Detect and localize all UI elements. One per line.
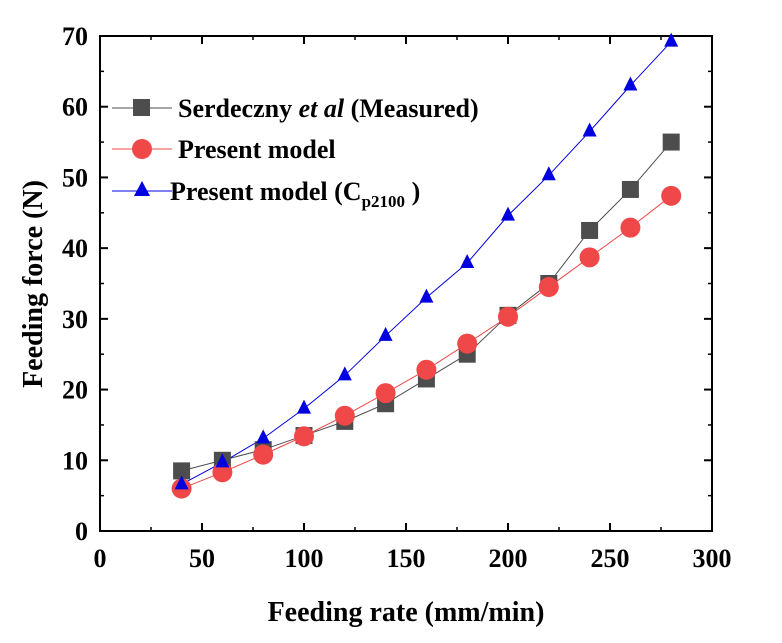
x-tick-label: 300 (693, 544, 732, 573)
series-markers (171, 32, 682, 499)
data-point-cp (623, 76, 638, 91)
y-tick-label: 70 (62, 22, 88, 51)
y-tick-label: 60 (62, 93, 88, 122)
data-point-measured (581, 221, 599, 239)
data-point-model (538, 277, 559, 298)
x-tick-label: 200 (489, 544, 528, 573)
data-point-measured (173, 462, 191, 480)
data-point-model (334, 405, 355, 426)
data-point-cp (297, 399, 311, 414)
data-point-model (253, 444, 274, 465)
legend-measured-prefix: Serdeczny (178, 94, 299, 123)
legend-marker-model (132, 139, 152, 159)
legend-cp-sub: p2100 (362, 192, 405, 211)
y-tick-label: 50 (62, 163, 88, 192)
data-point-model (661, 185, 682, 206)
data-point-measured (662, 133, 680, 151)
data-point-cp (541, 166, 556, 181)
x-tick-label: 0 (94, 544, 107, 573)
x-tick-label: 150 (387, 544, 426, 573)
legend-label-model: Present model (178, 135, 336, 164)
data-point-model (416, 359, 437, 380)
legend-measured-italic: et al (299, 94, 345, 123)
data-point-cp (419, 288, 434, 303)
data-point-cp (378, 326, 393, 341)
legend-label-measured: Serdeczny et al (Measured) (178, 94, 479, 123)
ticks (99, 35, 713, 532)
data-point-model (375, 383, 396, 404)
legend: Serdeczny et al (Measured) Present model… (112, 94, 479, 211)
x-tick-label: 100 (285, 544, 324, 573)
data-point-cp (582, 122, 597, 137)
x-tick-label: 250 (591, 544, 630, 573)
data-point-model (457, 333, 478, 354)
legend-cp-main: Present model (C (170, 177, 362, 206)
legend-measured-suffix: (Measured) (344, 94, 479, 123)
y-tick-label: 30 (62, 305, 88, 334)
data-point-cp (256, 429, 271, 444)
data-point-model (498, 306, 518, 327)
data-point-model (579, 247, 600, 268)
data-point-model (620, 217, 641, 238)
data-point-cp (174, 475, 189, 490)
x-axis-title: Feeding rate (mm/min) (268, 597, 545, 628)
data-point-cp (337, 366, 352, 381)
data-point-model (294, 426, 314, 447)
x-tick-label: 50 (189, 544, 215, 573)
y-tick-label: 0 (75, 517, 88, 546)
legend-marker-cp (134, 181, 150, 196)
y-tick-label: 10 (62, 446, 88, 475)
y-tick-label: 40 (62, 234, 88, 263)
legend-label-cp: Present model (Cp2100 ) (170, 177, 420, 211)
data-point-cp (460, 253, 475, 268)
legend-marker-measured (133, 99, 150, 116)
y-tick-label: 20 (62, 376, 88, 405)
data-point-cp (664, 32, 679, 47)
data-point-cp (501, 206, 515, 221)
data-point-measured (621, 180, 639, 198)
y-axis-title: Feeding force (N) (18, 180, 49, 388)
legend-cp-close: ) (405, 177, 420, 206)
data-point-cp (215, 453, 230, 468)
tick-labels: 0 50 100 150 200 250 300 0 10 20 30 40 50 60 70 (62, 22, 732, 573)
